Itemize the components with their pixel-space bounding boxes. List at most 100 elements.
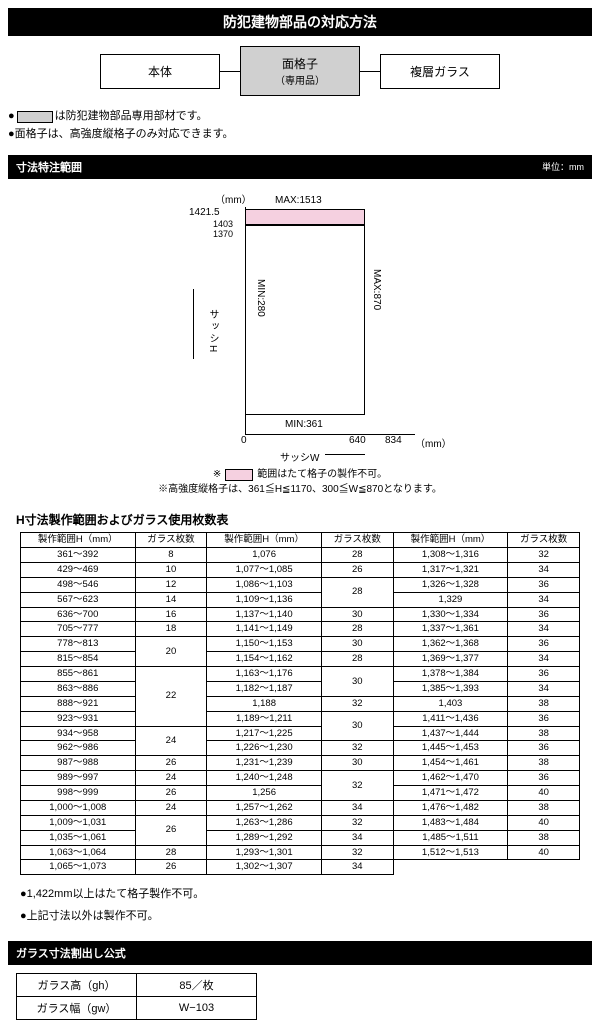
- table-cell-count: 32: [321, 741, 393, 756]
- table-cell-range: 1,293～1,301: [207, 845, 322, 860]
- table-cell-count: 26: [135, 815, 207, 845]
- table-notes: ●1,422mm以上はたて格子製作不可。 ●上記寸法以外は製作不可。: [20, 883, 580, 927]
- table-cell-range: 1,326～1,328: [393, 577, 508, 592]
- table-cell-range: 1,035～1,061: [21, 830, 136, 845]
- flow-box-lattice: 面格子 （専用品）: [240, 46, 360, 96]
- note1-prefix: ●: [8, 108, 15, 126]
- table-cell-count: 28: [135, 845, 207, 860]
- section2-title: 寸法特注範囲: [16, 162, 82, 174]
- label-max-top: MAX:1513: [275, 195, 322, 206]
- table-cell-count: 38: [508, 830, 580, 845]
- label-mm-right: （mm）: [415, 435, 452, 450]
- note2: ●面格子は、高強度縦格子のみ対応できます。: [8, 126, 592, 144]
- diag-main-rect: [245, 225, 365, 415]
- flow-box2-line1: 面格子: [282, 57, 318, 71]
- table-cell-range: 1,302～1,307: [207, 860, 322, 875]
- table-cell-count: 36: [508, 607, 580, 622]
- col-header-range: 製作範囲H（mm）: [393, 533, 508, 548]
- flow-box-glass: 複層ガラス: [380, 54, 500, 89]
- table-cell-range: 1,188: [207, 696, 322, 711]
- table-cell-count: 28: [321, 548, 393, 563]
- table-cell-range: 1,476～1,482: [393, 800, 508, 815]
- table-cell-count: 26: [135, 860, 207, 875]
- label-x-0: 0: [241, 435, 247, 446]
- table-cell-range: 1,063～1,064: [21, 845, 136, 860]
- table-cell-count: 22: [135, 667, 207, 727]
- table-cell-count: 10: [135, 562, 207, 577]
- note1-suffix: は防犯建物部品専用部材です。: [55, 108, 208, 126]
- table-cell-count: 30: [321, 756, 393, 771]
- table-cell-range: 987～988: [21, 756, 136, 771]
- formula-gw-label: ガラス幅（gw）: [17, 997, 137, 1020]
- table-cell-count: 34: [508, 592, 580, 607]
- table-cell-range: 498～546: [21, 577, 136, 592]
- diagram-notes: ※ 範囲はたて格子の製作不可。 ※高強度縦格子は、361≦H≦1170、300≦…: [8, 467, 592, 497]
- table-cell-count: 26: [135, 786, 207, 801]
- table-cell-count: 34: [508, 622, 580, 637]
- table-cell-range: 1,182～1,187: [207, 681, 322, 696]
- table-title: H寸法製作範囲およびガラス使用枚数表: [16, 511, 592, 528]
- table-cell-range: 1,163～1,176: [207, 667, 322, 682]
- table-cell-range: 567～623: [21, 592, 136, 607]
- formula-table: ガラス高（gh） 85／枚 ガラス幅（gw） W−103: [16, 973, 257, 1020]
- legend-swatch-grey: [17, 111, 53, 123]
- table-cell-range: 1,317～1,321: [393, 562, 508, 577]
- table-cell-count: 32: [321, 771, 393, 801]
- table-cell-count: 36: [508, 771, 580, 786]
- table-cell-range: 1,065～1,073: [21, 860, 136, 875]
- section3-header: ガラス寸法割出し公式: [8, 941, 592, 965]
- table-cell-range: 1,109～1,136: [207, 592, 322, 607]
- table-cell-range: 1,308～1,316: [393, 548, 508, 563]
- label-min-w: MIN:280: [255, 279, 266, 317]
- label-min-bottom: MIN:361: [285, 419, 323, 430]
- table-cell-range: 778～813: [21, 637, 136, 652]
- label-sash-h: サッシH: [205, 309, 220, 354]
- col-header-count: ガラス枚数: [135, 533, 207, 548]
- label-y-1403: 1403: [213, 219, 233, 229]
- table-cell-count: 8: [135, 548, 207, 563]
- table-cell-range: 1,189～1,211: [207, 711, 322, 726]
- table-cell-count: 38: [508, 756, 580, 771]
- table-cell-range: 1,485～1,511: [393, 830, 508, 845]
- table-cell-count: 40: [508, 815, 580, 830]
- table-cell-count: 38: [508, 726, 580, 741]
- col-header-count: ガラス枚数: [321, 533, 393, 548]
- table-cell-range: 934～958: [21, 726, 136, 741]
- table-cell-count: 34: [321, 860, 393, 875]
- table-cell-range: 863～886: [21, 681, 136, 696]
- table-note1: ●1,422mm以上はたて格子製作不可。: [20, 883, 580, 905]
- label-y-1421: 1421.5: [189, 207, 220, 218]
- table-cell-range: 1,137～1,140: [207, 607, 322, 622]
- table-cell-range: 923～931: [21, 711, 136, 726]
- col-header-range: 製作範囲H（mm）: [21, 533, 136, 548]
- table-cell-count: 40: [508, 845, 580, 860]
- table-cell-count: 26: [135, 756, 207, 771]
- table-cell-count: 28: [321, 652, 393, 667]
- table-cell-count: 34: [508, 562, 580, 577]
- table-cell-range: 1,411～1,436: [393, 711, 508, 726]
- legend-swatch-pink: [225, 469, 253, 481]
- flow-box2-line2: （専用品）: [241, 72, 359, 87]
- flow-connector: [220, 71, 240, 72]
- table-cell-count: 32: [321, 696, 393, 711]
- formula-gh-value: 85／枚: [137, 974, 257, 997]
- table-cell-count: 30: [321, 711, 393, 741]
- table-cell-range: 1,076: [207, 548, 322, 563]
- diag-note1: 範囲はたて格子の製作不可。: [257, 467, 387, 482]
- table-cell-count: 34: [508, 652, 580, 667]
- label-x-834: 834: [385, 435, 402, 446]
- table-cell-count: 34: [321, 800, 393, 815]
- y-axis: [245, 207, 246, 435]
- table-cell-range: 1,257～1,262: [207, 800, 322, 815]
- label-x-640: 640: [349, 435, 366, 446]
- table-cell-range: 1,337～1,361: [393, 622, 508, 637]
- table-cell-range: 1,226～1,230: [207, 741, 322, 756]
- formula-gh-label: ガラス高（gh）: [17, 974, 137, 997]
- table-cell-range: 1,256: [207, 786, 322, 801]
- table-cell-range: 705～777: [21, 622, 136, 637]
- table-cell-count: 28: [321, 622, 393, 637]
- diag-note2: ※高強度縦格子は、361≦H≦1170、300≦W≦870となります。: [8, 482, 592, 497]
- table-cell-range: 361～392: [21, 548, 136, 563]
- table-cell-range: 1,512～1,513: [393, 845, 508, 860]
- table-cell-range: 1,369～1,377: [393, 652, 508, 667]
